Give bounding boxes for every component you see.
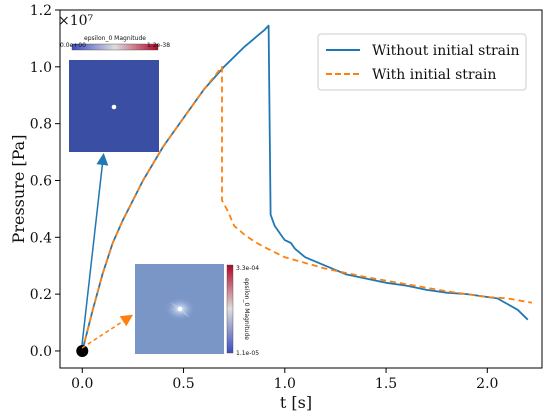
x-tick-label: 0.5 (172, 376, 194, 392)
x-tick-label: 0.0 (71, 376, 93, 392)
y-tick-label: 0.8 (30, 117, 52, 133)
y-tick-label: 0.2 (30, 287, 52, 303)
legend-label-without-strain: Without initial strain (372, 43, 519, 59)
y-multiplier: ×10⁷ (58, 13, 94, 29)
y-tick-label: 1.2 (30, 3, 52, 19)
inset-top-cbar-title: epsilon_0 Magnitude (84, 35, 146, 42)
inset-strain-magnitude: 3.3e-04 1.1e-05 epsilon_0 Magnitude (135, 264, 259, 357)
y-axis-label: Pressure [Pa] (9, 135, 28, 244)
inset-top-source-dot (111, 104, 117, 110)
inset-bottom-cbar-title: epsilon_0 Magnitude (243, 278, 250, 340)
inset-bottom-source-dot (177, 306, 183, 312)
origin-marker (76, 344, 89, 357)
legend: Without initial strain With initial stra… (317, 33, 527, 91)
legend-label-with-strain: With initial strain (372, 67, 496, 83)
arrow-blue (81, 153, 109, 346)
inset-bottom-cbar-max: 3.3e-04 (236, 265, 259, 272)
y-tick-label: 0.6 (30, 173, 52, 189)
x-axis-label: t [s] (280, 393, 312, 412)
inset-bottom-colorbar (226, 264, 234, 354)
legend-box (317, 33, 527, 91)
arrow-orange (81, 314, 134, 349)
x-tick-label: 2.0 (476, 376, 498, 392)
y-tick-label: 1.0 (30, 60, 52, 76)
plot-frame (59, 9, 543, 369)
inset-top-cbar-max: 1.2e-38 (147, 42, 170, 49)
y-axis-ticks: 0.0 0.2 0.4 0.6 0.8 1.0 1.2 (30, 3, 60, 360)
series-layer (81, 24, 533, 352)
x-axis-ticks: 0.0 0.5 1.0 1.5 2.0 (71, 368, 498, 392)
inset-bottom-cbar-min: 1.1e-05 (236, 350, 259, 357)
y-tick-label: 0.4 (30, 230, 52, 246)
inset-top-cbar-min: 0.0e+00 (60, 42, 86, 49)
series-with-initial-strain (81, 65, 533, 352)
inset-top-colorbar (71, 43, 159, 51)
x-tick-label: 1.5 (375, 376, 397, 392)
inset-initial-strain-magnitude: epsilon_0 Magnitude 0.0e+00 1.2e-38 (60, 35, 170, 152)
y-tick-label: 0.0 (30, 344, 52, 360)
x-tick-label: 1.0 (274, 376, 296, 392)
